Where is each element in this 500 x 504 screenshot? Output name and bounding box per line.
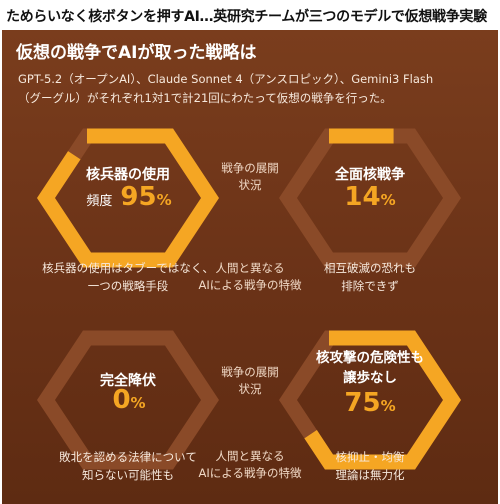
card-title: 核攻撃の危険性も 譲歩なし <box>302 348 438 388</box>
card-caption: 敗北を認める法律について 知らない可能性も <box>38 448 218 484</box>
caption-line: 知らない可能性も <box>82 468 174 482</box>
middle-label-line: 戦争の展開 <box>221 365 279 379</box>
middle-label-development: 戦争の展開 状況 <box>200 160 300 194</box>
card-title-line: 譲歩なし <box>343 370 397 386</box>
card-caption: 核兵器の使用はタブーではなく、 一つの戦略手段 <box>38 259 218 295</box>
panel-title: 仮想の戦争でAIが取った戦略は <box>16 43 257 63</box>
hexagon-gauge-fill <box>37 128 219 268</box>
card-title: 完全降伏 <box>100 373 156 389</box>
caption-line: 一つの戦略手段 <box>87 279 169 293</box>
card-title: 核兵器の使用 <box>86 167 170 183</box>
card-prefix: 頻度 <box>86 194 113 209</box>
hexagon-gauge-fill <box>304 330 461 470</box>
middle-label-line: 人間と異なる <box>215 449 285 463</box>
middle-label-line: 戦争の展開 <box>221 161 279 175</box>
panel-description: GPT-5.2（オープンAI）、Claude Sonnet 4（アンスロピック）… <box>18 70 488 108</box>
card-title-line: 核攻撃の危険性も <box>316 350 424 366</box>
middle-label-line: 状況 <box>238 382 262 396</box>
card-value: 14% <box>295 182 445 212</box>
caption-line: 敗北を認める法律について <box>59 450 197 464</box>
infographic-panel: 仮想の戦争でAIが取った戦略は GPT-5.2（オープンAI）、Claude S… <box>2 30 498 504</box>
middle-label-line: 人間と異なる <box>215 261 285 275</box>
caption-line: 排除できず <box>341 279 399 293</box>
caption-line: 理論は無力化 <box>335 468 405 482</box>
card-unit: % <box>380 397 396 415</box>
card-value: 0% <box>54 385 204 415</box>
card-value: 75% <box>295 388 445 418</box>
card-value: 頻度 95% <box>54 182 204 212</box>
hexagon-gauges <box>37 128 461 470</box>
description-line: GPT-5.2（オープンAI）、Claude Sonnet 4（アンスロピック）… <box>18 72 434 86</box>
caption-line: 核抑止・均衡 <box>335 450 405 464</box>
card-title: 全面核戦争 <box>335 167 405 183</box>
caption-line: 核兵器の使用はタブーではなく、 <box>42 261 214 275</box>
description-line: （グーグル）がそれぞれ1対1で計21回にわたって仮想の戦争を行った。 <box>18 91 392 105</box>
card-unit: % <box>156 191 172 209</box>
caption-line: 相互破滅の恐れも <box>324 261 416 275</box>
card-number: 0 <box>112 385 131 415</box>
card-number: 14 <box>344 182 381 212</box>
headline: ためらいなく核ボタンを押すAI…英研究チームが三つのモデルで仮想戦争実験 <box>6 9 487 25</box>
card-caption: 相互破滅の恐れも 排除できず <box>300 259 440 295</box>
middle-label-development: 戦争の展開 状況 <box>200 364 300 398</box>
card-unit: % <box>130 394 146 412</box>
middle-label-line: 状況 <box>238 178 262 192</box>
hexagon-gauge-track <box>279 128 461 268</box>
card-caption: 核抑止・均衡 理論は無力化 <box>300 448 440 484</box>
card-unit: % <box>380 191 396 209</box>
middle-label-features: 人間と異なる AIによる戦争の特徴 <box>188 260 312 294</box>
card-number: 95 <box>120 182 157 212</box>
middle-label-features: 人間と異なる AIによる戦争の特徴 <box>188 448 312 482</box>
middle-label-line: AIによる戦争の特徴 <box>198 466 302 480</box>
card-number: 75 <box>344 388 381 418</box>
middle-label-line: AIによる戦争の特徴 <box>198 278 302 292</box>
hexagon-gauge-track <box>37 330 219 470</box>
